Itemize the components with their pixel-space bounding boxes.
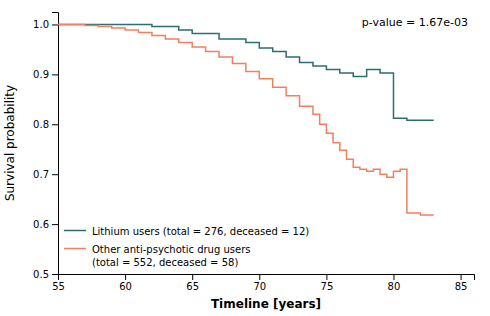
tick: 65 [186, 274, 199, 292]
tick: 0.8 [33, 119, 58, 130]
legend-label: Other anti-psychotic drug users(total = … [92, 243, 251, 267]
y-axis-title: Survival probability [3, 85, 17, 201]
tick-mark [326, 274, 327, 280]
chart: 55 60 65 70 75 80 85 0.5 0.6 0.7 0.8 0.9 1.0 p-value … [0, 0, 490, 316]
legend-swatch [64, 248, 86, 250]
tick-label: 0.7 [33, 169, 49, 180]
tick-mark [259, 274, 260, 280]
legend-label: Lithium users (total = 276, deceased = 1… [92, 225, 309, 236]
tick: 1.0 [33, 19, 58, 30]
legend: Lithium users (total = 276, deceased = 1… [64, 225, 309, 267]
series-line [58, 24, 434, 120]
tick: 0.6 [33, 219, 58, 230]
tick-mark [52, 274, 58, 275]
tick-label: 0.8 [33, 119, 49, 130]
tick-label: 0.6 [33, 219, 49, 230]
tick-mark [52, 74, 58, 75]
tick-mark [52, 24, 58, 25]
tick-label: 65 [186, 281, 199, 292]
tick-label: 55 [52, 281, 65, 292]
tick: 0.5 [33, 269, 58, 280]
annotation: p-value = 1.67e-03 [362, 16, 468, 29]
tick-mark [125, 274, 126, 280]
tick-mark [52, 174, 58, 175]
legend-item: Other anti-psychotic drug users(total = … [64, 243, 251, 267]
tick: 0.7 [33, 169, 58, 180]
tick-label: 0.5 [33, 269, 49, 280]
tick-mark [192, 274, 193, 280]
tick-mark [52, 124, 58, 125]
tick-label: 1.0 [33, 19, 49, 30]
tick: 55 [52, 274, 65, 292]
tick-label: 75 [321, 281, 334, 292]
series-line [58, 24, 434, 215]
tick: 70 [253, 274, 266, 292]
tick-label: 80 [388, 281, 401, 292]
tick-label: 60 [119, 281, 132, 292]
legend-item: Lithium users (total = 276, deceased = 1… [64, 225, 309, 236]
axis-line [59, 275, 475, 281]
tick-mark [52, 224, 58, 225]
x-axis-title: Timeline [years] [211, 297, 321, 311]
tick-mark [461, 274, 462, 280]
tick-label: 0.9 [33, 69, 49, 80]
tick: 60 [119, 274, 132, 292]
tick: 85 [455, 274, 468, 292]
axis-line [52, 13, 59, 275]
tick-mark [393, 274, 394, 280]
x-axis: 55 60 65 70 75 80 85 [52, 274, 474, 292]
plot-area: 55 60 65 70 75 80 85 0.5 0.6 0.7 0.8 0.9 1.0 p-value … [33, 13, 474, 293]
y-axis: 0.5 0.6 0.7 0.8 0.9 1.0 [33, 13, 58, 280]
tick: 0.9 [33, 69, 58, 80]
series-group [58, 24, 434, 215]
legend-swatch [64, 230, 86, 232]
tick: 75 [321, 274, 334, 292]
tick: 80 [388, 274, 401, 292]
tick-label: 85 [455, 281, 468, 292]
tick-label: 70 [253, 281, 266, 292]
